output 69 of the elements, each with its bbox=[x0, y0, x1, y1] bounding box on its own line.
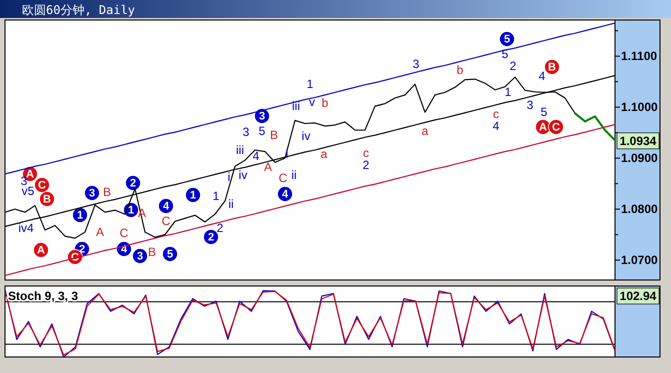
annotation: 4 bbox=[252, 149, 260, 163]
annotation: 5 bbox=[166, 248, 174, 260]
annotation: C bbox=[278, 171, 288, 185]
annotation: C bbox=[38, 180, 46, 192]
y-tick-label: 1.0700 bbox=[621, 253, 658, 268]
annotation: 1 bbox=[504, 85, 512, 99]
annotation: 3 bbox=[136, 250, 144, 262]
annotation: 5 bbox=[258, 124, 266, 138]
annotation: B bbox=[270, 128, 278, 142]
annotation: iii bbox=[292, 99, 300, 113]
annotation: 3 bbox=[88, 188, 96, 200]
annotation: a bbox=[320, 147, 328, 161]
annotation: ii bbox=[228, 197, 234, 211]
y-tick-label: 1.1000 bbox=[621, 100, 658, 114]
annotation: 5 bbox=[540, 105, 548, 119]
annotation: iv bbox=[238, 168, 248, 182]
annotation: 2 bbox=[130, 178, 136, 190]
annotation: iv4 bbox=[18, 221, 34, 235]
annotation: 3 bbox=[412, 57, 420, 71]
annotation: 1 bbox=[128, 204, 134, 216]
annotation: 2 bbox=[216, 221, 224, 235]
annotation: v bbox=[309, 95, 315, 109]
annotation: b bbox=[322, 96, 329, 110]
annotation: 1 bbox=[306, 77, 314, 91]
annotation: 1.0934 bbox=[620, 134, 657, 148]
annotation: 1 bbox=[190, 190, 196, 202]
annotation: B bbox=[102, 185, 112, 199]
annotation: B bbox=[148, 245, 156, 259]
annotation: A bbox=[539, 122, 548, 134]
annotation: c bbox=[493, 107, 499, 121]
annotation: 3 bbox=[258, 110, 266, 122]
annotation: B bbox=[43, 194, 52, 206]
annotation: 4 bbox=[162, 200, 170, 212]
text: 102.94 bbox=[620, 289, 657, 303]
annotation: 1 bbox=[76, 210, 84, 222]
y-tick-label: 1.0800 bbox=[621, 202, 658, 216]
annotation: b bbox=[456, 63, 464, 77]
annotation: c bbox=[363, 146, 369, 160]
annotation: iv bbox=[302, 129, 310, 143]
annotation: A bbox=[26, 168, 34, 180]
annotation: 4 bbox=[282, 188, 289, 200]
annotation: A bbox=[264, 160, 272, 174]
annotation: 1 bbox=[212, 189, 220, 203]
annotation: 4 bbox=[492, 119, 500, 133]
line-series bbox=[574, 112, 615, 142]
annotation: 3 bbox=[242, 125, 250, 139]
annotation: A bbox=[96, 225, 104, 239]
annotation: i bbox=[228, 170, 230, 184]
annotation: C bbox=[120, 226, 129, 240]
annotation: ii bbox=[291, 168, 297, 182]
y-tick-label: 1.0900 bbox=[621, 151, 658, 166]
annotation: 3 bbox=[526, 98, 534, 112]
annotation: 5 bbox=[504, 34, 510, 46]
annotation: C bbox=[552, 122, 560, 134]
annotation: a bbox=[422, 124, 429, 138]
y-tick-label: 1.1100 bbox=[621, 49, 658, 64]
chart-title: 欧圆60分钟, Daily bbox=[22, 3, 136, 17]
line-series bbox=[5, 124, 615, 276]
annotation: 2 bbox=[362, 158, 370, 172]
annotation: A bbox=[37, 244, 46, 256]
annotation: iii bbox=[236, 143, 244, 157]
annotation: 2 bbox=[208, 232, 214, 244]
annotation: 2 bbox=[510, 59, 517, 73]
annotation: C bbox=[162, 214, 171, 228]
annotation: B bbox=[548, 62, 556, 74]
annotation: i bbox=[286, 147, 288, 161]
chart-title: Stoch 9, 3, 3 bbox=[8, 289, 78, 303]
annotation: C bbox=[71, 252, 80, 264]
annotation: 4 bbox=[538, 69, 546, 83]
